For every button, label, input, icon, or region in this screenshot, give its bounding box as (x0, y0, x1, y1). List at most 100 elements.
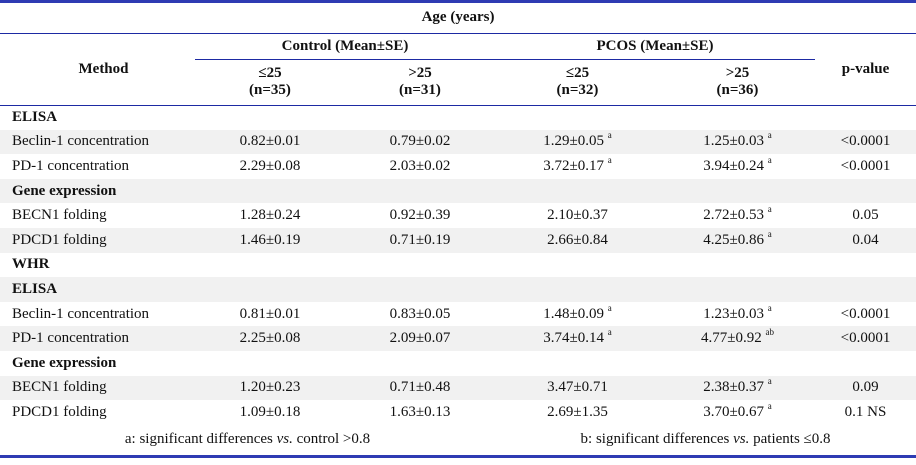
value-text: 0.92±0.39 (389, 207, 451, 224)
footnote-text: control >0.8 (292, 431, 371, 448)
top-rule (0, 0, 916, 3)
table-row: PD-1 concentration 2.25±0.08 2.09±0.07 3.74… (0, 326, 916, 351)
table-row: BECN1 folding 1.20±0.23 0.71±0.48 3.47±0.71… (0, 375, 916, 401)
pvalue-cell: 0.05 (852, 207, 879, 224)
significance-marker: a (607, 302, 612, 313)
significance-marker: a (767, 376, 772, 387)
col-n: (n=32) (556, 82, 599, 98)
value-text: 0.83±0.05 (389, 305, 451, 322)
significance-marker: a (607, 327, 612, 338)
value-cell: 1.09±0.18 (195, 400, 345, 425)
value-cell: 0.92±0.39 (345, 203, 495, 228)
value-cell: 2.72±0.53 a (660, 203, 815, 228)
footnote-text: patients ≤0.8 (749, 431, 831, 448)
row-label: PD-1 concentration (12, 157, 130, 174)
footnote-b: b: significant differences vs. patients … (495, 425, 916, 455)
value-cell: 3.70±0.67 a (660, 400, 815, 425)
footnote-vs: vs. (733, 431, 750, 448)
age-group-header: Age (years) (0, 3, 916, 34)
pcos-header: PCOS (Mean±SE) (495, 33, 815, 60)
table-row: PDCD1 folding 1.09±0.18 1.63±0.13 2.69±1.35… (0, 400, 916, 425)
value-cell: 4.25±0.86 a (660, 228, 815, 253)
significance-marker: a (767, 154, 772, 165)
value-cell: 2.03±0.02 (345, 154, 495, 179)
value-text: 2.38±0.37 (703, 379, 764, 396)
col-n: (n=31) (399, 82, 441, 98)
significance-marker: a (767, 130, 772, 141)
value-cell: 2.38±0.37 a (660, 376, 815, 401)
value-text: 2.29±0.08 (239, 157, 301, 174)
row-label: BECN1 folding (12, 207, 107, 224)
section-row: Gene expression (0, 178, 916, 204)
section-label: Gene expression (12, 182, 117, 199)
value-cell: 0.82±0.01 (195, 130, 345, 155)
value-cell: 2.10±0.37 (495, 203, 660, 228)
row-label: PD-1 concentration (12, 330, 130, 347)
value-text: 2.03±0.02 (389, 157, 451, 174)
pvalue-cell: 0.1 NS (844, 403, 887, 420)
value-cell: 3.47±0.71 (495, 376, 660, 401)
pvalue-cell: 0.09 (852, 379, 879, 396)
value-cell: 1.20±0.23 (195, 376, 345, 401)
value-cell: 0.71±0.48 (345, 376, 495, 401)
value-text: 3.74±0.14 (543, 330, 604, 347)
results-table: Age (years) Method Control (Mean±SE) PCO… (0, 3, 916, 455)
footnote-a: a: significant differences vs. control >… (0, 425, 495, 455)
value-text: 1.28±0.24 (239, 207, 301, 224)
value-text: 1.46±0.19 (239, 231, 301, 248)
col-age: ≤25 (565, 65, 590, 81)
value-text: 1.48±0.09 (543, 305, 604, 322)
section-label: WHR (12, 256, 50, 273)
col-age: >25 (725, 65, 750, 81)
value-text: 0.71±0.48 (389, 379, 451, 396)
value-text: 0.81±0.01 (239, 305, 301, 322)
value-text: 0.71±0.19 (389, 231, 451, 248)
value-cell: 3.74±0.14 a (495, 326, 660, 351)
value-text: 3.94±0.24 (703, 157, 764, 174)
col-age: ≤25 (258, 65, 282, 81)
row-label: Beclin-1 concentration (12, 305, 150, 322)
section-row: Gene expression (0, 350, 916, 376)
value-text: 2.72±0.53 (703, 207, 764, 224)
section-label: Gene expression (12, 354, 117, 371)
section-label: ELISA (12, 109, 58, 126)
col-n: (n=35) (249, 82, 291, 98)
table-body: ELISA Beclin-1 concentration 0.82±0.01 0.79… (0, 105, 916, 425)
value-text: 3.47±0.71 (547, 379, 608, 396)
value-cell: 0.79±0.02 (345, 130, 495, 155)
significance-marker: a (607, 130, 612, 141)
footnote-text: b: significant differences (580, 431, 734, 448)
value-cell: 1.46±0.19 (195, 228, 345, 253)
control-header: Control (Mean±SE) (195, 33, 495, 60)
value-cell: 2.29±0.08 (195, 154, 345, 179)
bottom-rule (0, 454, 916, 458)
table-row: BECN1 folding 1.28±0.24 0.92±0.39 2.10±0.37… (0, 203, 916, 228)
value-text: 2.69±1.35 (547, 403, 608, 420)
value-text: 1.63±0.13 (389, 403, 451, 420)
row-label: PDCD1 folding (12, 231, 107, 248)
significance-marker: a (767, 228, 772, 239)
row-label: BECN1 folding (12, 379, 107, 396)
value-cell: 3.94±0.24 a (660, 154, 815, 179)
value-cell: 2.25±0.08 (195, 326, 345, 351)
value-text: 2.66±0.84 (547, 231, 608, 248)
value-text: 3.70±0.67 (703, 403, 764, 420)
footnote-row: a: significant differences vs. control >… (0, 425, 916, 455)
value-cell: 1.23±0.03 a (660, 302, 815, 327)
pvalue-cell: 0.04 (852, 231, 879, 248)
value-cell: 4.77±0.92 ab (660, 326, 815, 351)
col-n: (n=36) (716, 82, 759, 98)
col-header-3: ≤25 (n=32) (495, 59, 660, 106)
value-text: 2.09±0.07 (389, 330, 451, 347)
value-text: 4.77±0.92 (701, 330, 762, 347)
header-row-ages: ≤25 (n=35) >25 (n=31) ≤25 (n=32) >25 (n=36) (0, 59, 916, 106)
value-cell: 3.72±0.17 a (495, 154, 660, 179)
section-row: WHR (0, 252, 916, 278)
row-label: Beclin-1 concentration (12, 133, 150, 150)
pvalue-header: p-value (815, 33, 916, 106)
value-cell: 0.71±0.19 (345, 228, 495, 253)
col-age: >25 (408, 65, 432, 81)
table-row: Beclin-1 concentration 0.82±0.01 0.79±0.02… (0, 129, 916, 155)
row-label: PDCD1 folding (12, 403, 107, 420)
value-cell: 1.63±0.13 (345, 400, 495, 425)
